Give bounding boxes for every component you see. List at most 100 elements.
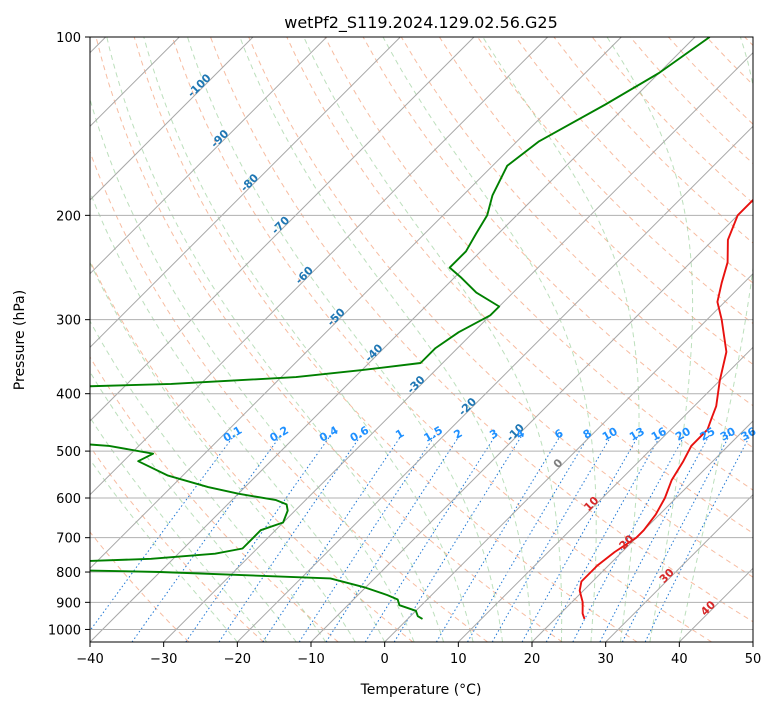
mixing-ratio-label: 0.6 <box>348 423 372 444</box>
chart-title: wetPf2_S119.2024.129.02.56.G25 <box>284 13 558 33</box>
mixing-ratio-label: 0.1 <box>221 424 244 445</box>
dry-adiabat <box>90 356 339 642</box>
dry-adiabat <box>210 37 753 623</box>
mixing-ratio-label: 1 <box>393 427 406 442</box>
mixing-ratio-label: 30 <box>718 425 738 444</box>
isotherm <box>310 199 753 642</box>
y-tick-label: 500 <box>56 445 81 460</box>
y-tick-label: 900 <box>56 596 81 611</box>
moist-adiabat <box>303 37 563 642</box>
moist-adiabat <box>678 37 753 642</box>
isotherm <box>531 420 753 642</box>
mixing-ratio-line <box>435 434 562 642</box>
mixing-ratio-line <box>90 434 235 632</box>
x-tick-label: 20 <box>524 652 541 667</box>
isotherm <box>605 493 753 642</box>
dry-adiabat <box>744 37 753 47</box>
moist-adiabat <box>143 37 474 642</box>
x-tick-label: 50 <box>745 652 762 667</box>
mixing-ratio-label: 3 <box>487 427 500 442</box>
isotherm <box>678 567 753 642</box>
isotherm-label: 30 <box>657 566 677 586</box>
mixing-ratio-line <box>467 434 590 642</box>
mixing-ratio-label: 10 <box>600 425 620 444</box>
y-tick-label: 400 <box>56 388 81 403</box>
dry-adiabat <box>706 37 753 86</box>
mixing-ratio-line <box>644 434 751 642</box>
isotherm <box>90 37 254 201</box>
isotherm <box>90 37 549 496</box>
moist-adiabat <box>482 37 640 642</box>
y-tick-label: 100 <box>56 31 81 46</box>
x-tick-label: 0 <box>381 652 389 667</box>
mixing-ratio-label: 2 <box>451 427 464 442</box>
isotherm-label: 40 <box>698 598 718 618</box>
dry-adiabat <box>133 37 638 642</box>
isotherm <box>163 51 753 642</box>
dry-adiabat <box>90 445 264 642</box>
isotherm-label: -100 <box>185 71 214 100</box>
mixing-ratio-line <box>364 434 497 642</box>
dewpoint-line <box>90 37 711 620</box>
dry-adiabat <box>515 37 753 284</box>
isotherm-label: -30 <box>404 373 427 396</box>
mixing-ratio-label: 0.4 <box>317 423 341 444</box>
isotherm-label: -50 <box>325 305 348 328</box>
mixing-ratio-label: 13 <box>627 425 647 444</box>
isotherm <box>90 37 696 642</box>
pressure-gridlines <box>90 37 753 630</box>
isotherm <box>384 272 753 642</box>
mixing-ratio-line <box>521 434 640 642</box>
mixing-ratio-line <box>545 434 662 642</box>
dry-adiabat <box>438 37 753 366</box>
dry-adiabat <box>400 37 753 407</box>
isotherm <box>90 37 328 275</box>
mixing-ratio-line <box>621 434 731 642</box>
y-tick-label: 700 <box>56 532 81 547</box>
isotherm-label: -90 <box>208 127 231 150</box>
isotherm-label: 10 <box>581 494 601 514</box>
isotherm <box>90 37 622 570</box>
moist-adiabat <box>382 37 597 642</box>
reference-lines <box>90 37 753 642</box>
x-tick-label: −40 <box>76 652 103 667</box>
dry-adiabat <box>90 259 414 642</box>
isotherm <box>90 37 401 349</box>
y-tick-label: 300 <box>56 314 81 329</box>
mixing-ratio-line <box>491 434 613 642</box>
y-tick-label: 200 <box>56 209 81 224</box>
mixing-ratio-line <box>185 434 332 642</box>
y-axis: 100 200 300 400 500 600 700 800 900 1000 <box>48 31 90 638</box>
plot-frame <box>89 36 754 643</box>
moist-adiabat <box>90 416 268 642</box>
x-axis-label: Temperature (°C) <box>360 682 482 698</box>
isotherm-label: -70 <box>269 214 292 237</box>
dry-adiabat <box>90 531 190 642</box>
dry-adiabat <box>591 37 753 204</box>
mixing-ratio-line <box>218 434 362 642</box>
x-tick-label: −20 <box>224 652 251 667</box>
mixing-ratio-label: 36 <box>739 425 759 444</box>
x-tick-label: 30 <box>597 652 614 667</box>
dry-adiabat <box>668 37 753 125</box>
x-tick-label: 40 <box>671 652 688 667</box>
isotherm <box>90 37 475 422</box>
mixing-ratio-label: 1.5 <box>422 424 445 445</box>
reference-line-labels: -100-90-80-70-60-50-40-30-20-10010203040… <box>185 71 759 618</box>
isotherm-label: -60 <box>293 264 316 287</box>
moist-adiabat <box>90 458 238 642</box>
x-tick-label: −30 <box>150 652 177 667</box>
dry-adiabat <box>171 37 712 642</box>
isotherm <box>236 125 753 642</box>
mixing-ratio-line <box>599 434 710 642</box>
mixing-ratio-label: 0.2 <box>267 424 290 445</box>
mixing-ratio-line <box>325 434 461 642</box>
moist-adiabat <box>106 37 445 642</box>
isotherm <box>752 641 753 642</box>
mixing-ratio-label: 25 <box>698 425 718 444</box>
y-tick-label: 800 <box>56 566 81 581</box>
x-axis: −40 −30 −20 −10 0 10 20 30 40 50 <box>76 642 761 667</box>
mixing-ratio-label: 6 <box>552 426 565 441</box>
mixing-ratio-line <box>262 434 403 642</box>
